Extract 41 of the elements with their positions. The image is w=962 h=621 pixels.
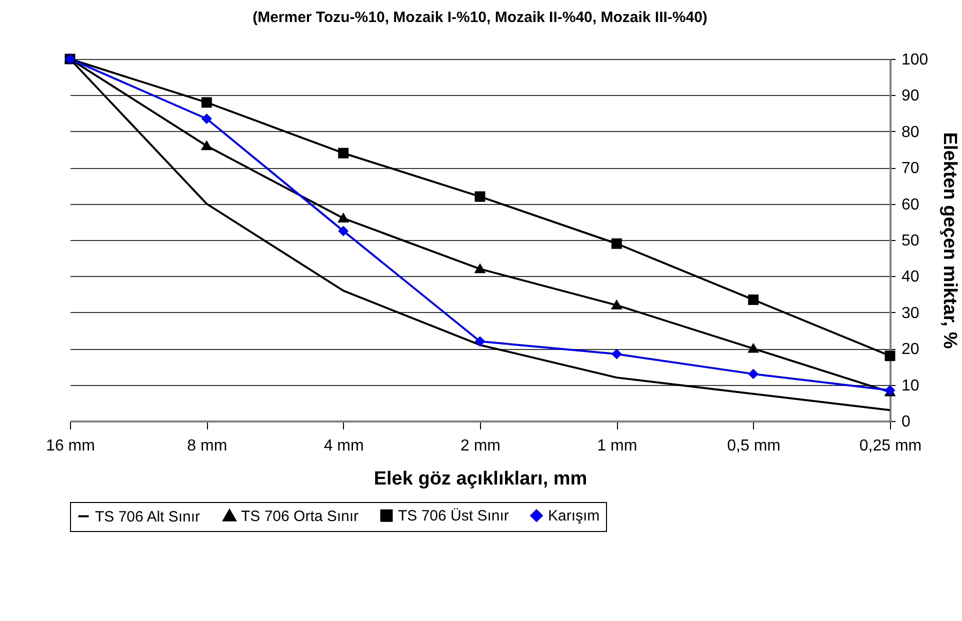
y-tick-label: 20 [902, 341, 920, 358]
legend-label: TS 706 Orta Sınır [241, 508, 359, 526]
point [611, 238, 622, 249]
y-tick-label: 40 [902, 268, 920, 286]
x-tick-label: 1 mm [597, 438, 638, 454]
legend-label: TS 706 Alt Sınır [95, 508, 200, 526]
point [201, 113, 212, 124]
y-tick-label: 80 [902, 124, 920, 141]
point [338, 212, 350, 222]
y-tick-label: 70 [902, 160, 920, 178]
y-tick-label: 30 [902, 304, 920, 322]
point [201, 97, 212, 108]
y-axis-title: Elekten geçen miktar, % [939, 132, 960, 349]
x-tick-label: 0,5 mm [727, 438, 781, 454]
y-tick-label: 50 [902, 232, 920, 250]
point [884, 350, 896, 362]
legend-label: Karışım [548, 508, 600, 525]
point [474, 263, 486, 274]
point [611, 348, 622, 360]
x-tick-label: 0,25 mm [859, 438, 922, 454]
point [200, 140, 212, 150]
point [748, 294, 759, 305]
x-tick-label: 2 mm [460, 438, 500, 454]
y-tick-label: 90 [902, 88, 920, 105]
y-tick-label: 0 [902, 414, 910, 430]
point [338, 226, 349, 236]
x-tick-label: 16 mm [46, 438, 95, 454]
y-tick-label: 60 [902, 196, 920, 214]
point [474, 191, 486, 202]
point [748, 368, 759, 380]
x-tick-label: 8 mm [187, 438, 228, 454]
y-tick-label: 100 [902, 52, 928, 68]
y-tick-label: 10 [902, 377, 920, 394]
point [474, 336, 486, 347]
x-axis-title: Elek göz açıklıkları, mm [374, 468, 588, 490]
chart-title: (Mermer Tozu-%10, Mozaik I-%10, Mozaik II-%40, Mozaik III-%40) [252, 9, 708, 26]
legend-label: TS 706 Üst Sınır [398, 508, 509, 525]
point [748, 342, 760, 353]
point [338, 148, 349, 158]
point [610, 299, 622, 310]
x-tick-label: 4 mm [324, 438, 364, 454]
